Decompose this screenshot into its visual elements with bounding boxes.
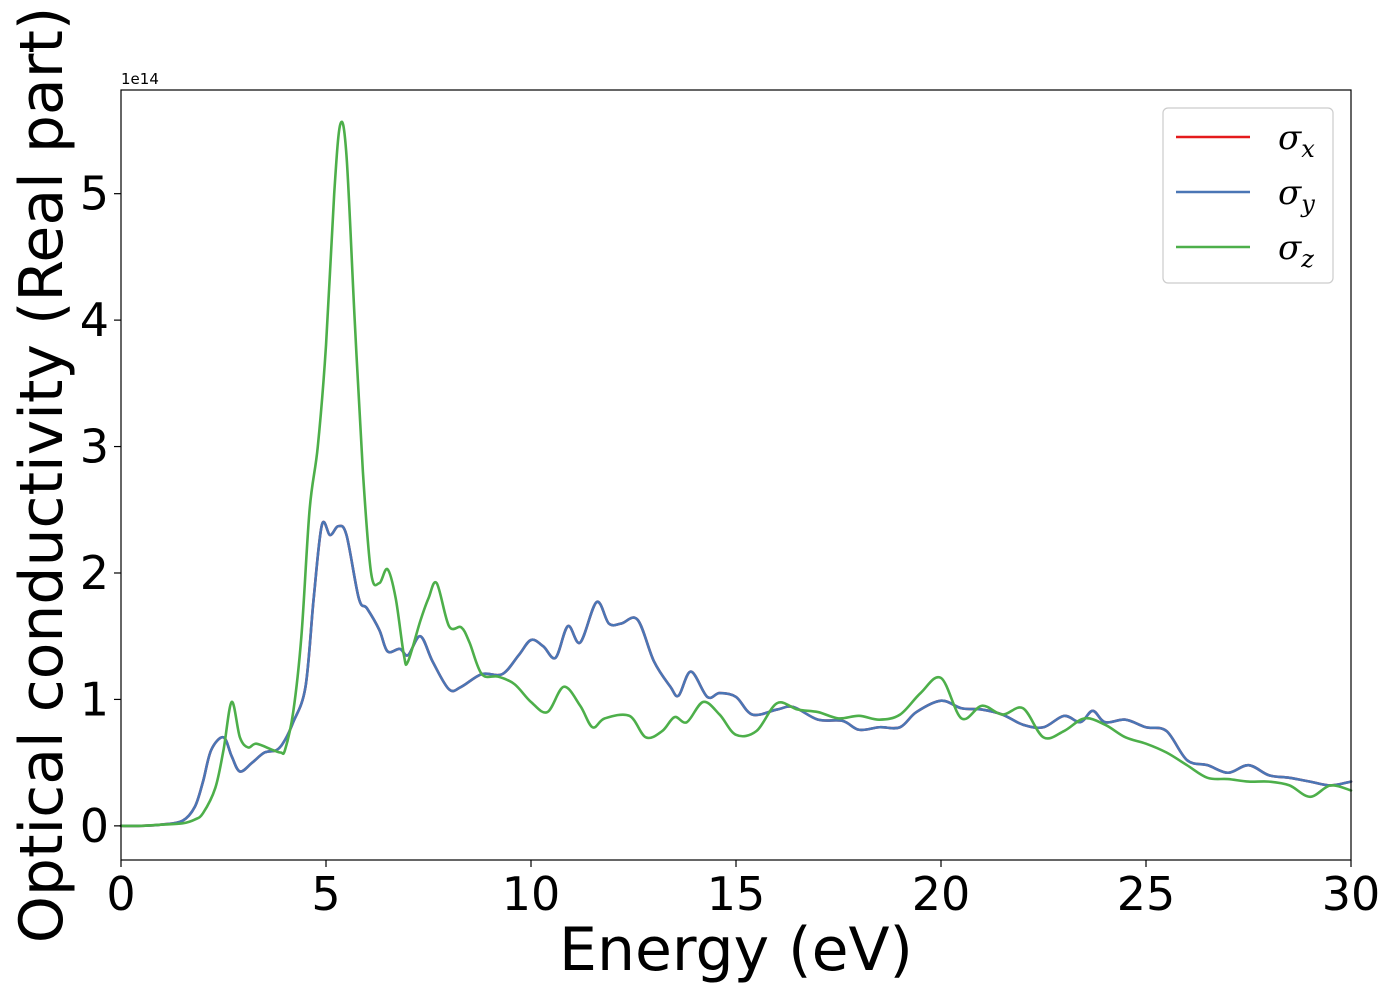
legend-label-x: σx [1278, 118, 1315, 163]
y-tick-label: 0 [80, 799, 109, 853]
legend-label-y: σy [1278, 173, 1315, 218]
x-tick-label: 25 [1117, 867, 1176, 921]
y-tick-label: 2 [80, 546, 109, 600]
x-tick-label: 15 [707, 867, 766, 921]
series-layer [119, 120, 1353, 828]
legend-label-z: σz [1278, 228, 1314, 273]
x-tick-label: 30 [1322, 867, 1381, 921]
y-tick-label: 5 [80, 167, 109, 221]
y-axis-ticks: 0 1 2 3 4 5 [80, 167, 121, 853]
plot-area [121, 90, 1351, 860]
y-tick-label: 1 [80, 672, 109, 726]
y-tick-label: 4 [80, 293, 109, 347]
x-tick-label: 10 [502, 867, 561, 921]
legend: σx σy σz [1162, 107, 1334, 284]
series-line-z [119, 120, 1353, 828]
x-axis-title: Energy (eV) [559, 915, 913, 985]
x-tick-label: 20 [912, 867, 971, 921]
x-tick-label: 0 [106, 867, 135, 921]
x-tick-label: 5 [311, 867, 340, 921]
y-offset-label: 1e14 [121, 70, 159, 88]
x-axis-ticks: 0 5 10 15 20 25 30 [106, 860, 1380, 921]
legend-frame [1162, 107, 1334, 284]
y-tick-label: 3 [80, 420, 109, 474]
y-axis-title: Optical conductivity (Real part) [7, 7, 77, 944]
